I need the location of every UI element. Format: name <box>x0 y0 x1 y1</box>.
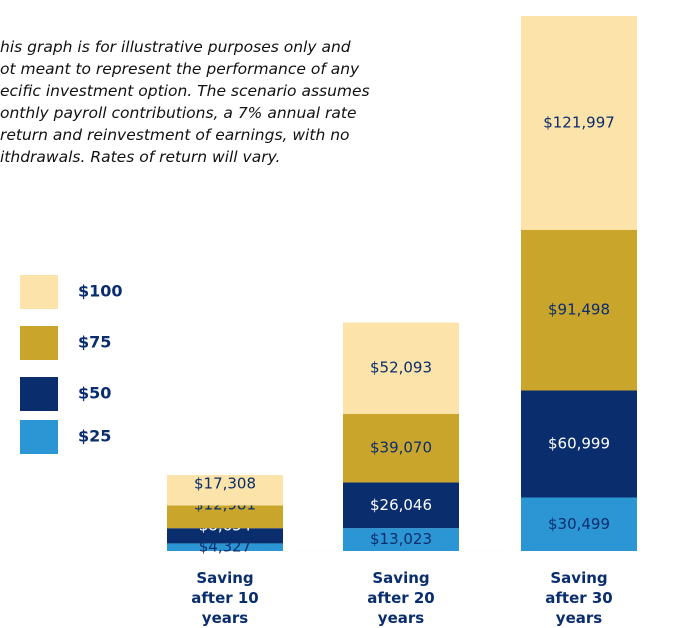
legend-label: $100 <box>78 282 123 301</box>
value-label: $13,023 <box>370 530 432 548</box>
x-tick-label: Saving after 20 years <box>367 569 435 627</box>
bar-segment <box>521 229 637 391</box>
value-label: $60,999 <box>548 435 610 453</box>
bar-segment <box>343 528 459 551</box>
bar-segment <box>167 543 283 551</box>
value-label: $26,046 <box>370 496 432 514</box>
x-tick-label: Saving after 10 years <box>191 569 259 627</box>
value-label: $30,499 <box>548 515 610 533</box>
note-line: his graph is for illustrative purposes o… <box>0 38 351 56</box>
legend-swatch <box>20 377 58 411</box>
value-label: $121,997 <box>543 113 615 131</box>
bar-segment <box>167 528 283 544</box>
legend-label: $75 <box>78 333 111 352</box>
note-line: return and reinvestment of earnings, wit… <box>0 126 350 144</box>
value-label: $52,093 <box>370 359 432 377</box>
legend-swatch <box>20 275 58 309</box>
legend-label: $25 <box>78 427 111 446</box>
note-line: onthly payroll contributions, a 7% annua… <box>0 104 357 122</box>
bar-segment <box>343 322 459 414</box>
value-label: $91,498 <box>548 301 610 319</box>
bar-segment <box>167 505 283 529</box>
bar-segment <box>521 16 637 230</box>
legend-label: $50 <box>78 384 111 403</box>
x-tick-label: Saving after 30 years <box>545 569 613 627</box>
value-label: $17,308 <box>194 475 256 493</box>
note-line: ithdrawals. Rates of return will vary. <box>0 148 280 166</box>
bar-segment <box>343 413 459 483</box>
floor <box>0 552 695 610</box>
legend-swatch <box>20 326 58 360</box>
chart-canvas: his graph is for illustrative purposes o… <box>0 16 695 610</box>
note-line: ot meant to represent the performance of… <box>0 60 360 78</box>
legend-swatch <box>20 420 58 454</box>
bar-segment <box>521 497 637 551</box>
bar-segment <box>167 475 283 506</box>
bar-segment <box>521 390 637 498</box>
value-label: $39,070 <box>370 439 432 457</box>
bar-segment <box>343 482 459 529</box>
note-line: ecific investment option. The scenario a… <box>0 82 370 100</box>
chart: his graph is for illustrative purposes o… <box>0 16 695 627</box>
